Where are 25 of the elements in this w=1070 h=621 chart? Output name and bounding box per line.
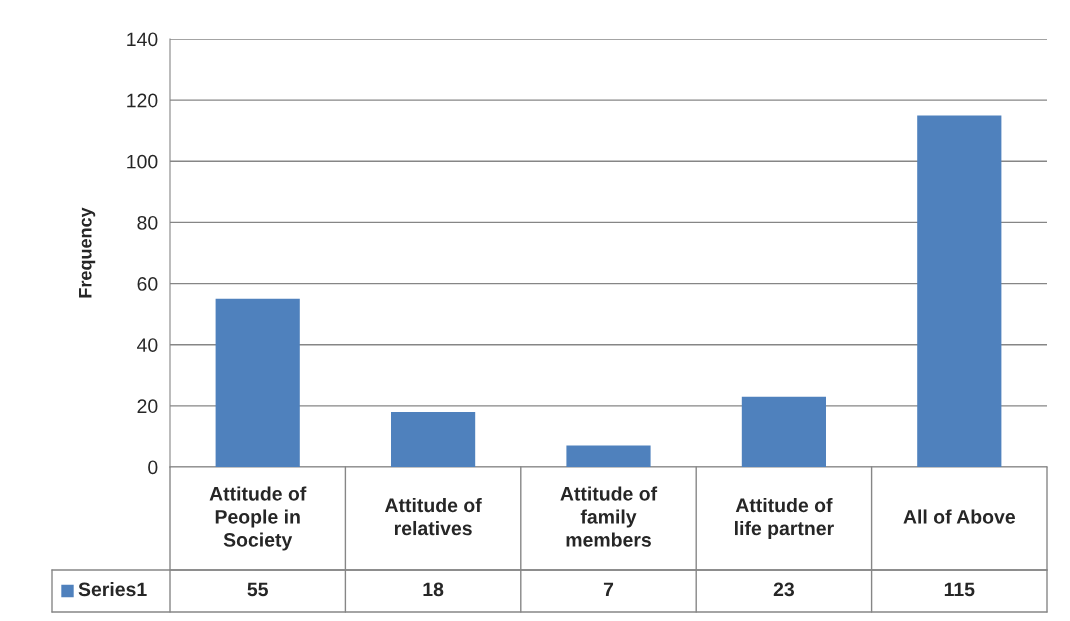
x-tick-label: All of Above (903, 509, 1015, 524)
y-tick-label: 0 (148, 460, 158, 475)
data-label: 18 (423, 582, 444, 597)
data-label: 23 (773, 582, 795, 597)
data-label: 115 (944, 582, 975, 597)
y-tick-label: 80 (137, 215, 158, 230)
x-tick-label: Attitude of relatives (384, 497, 482, 536)
x-tick-label: Attitude of life partner (735, 497, 834, 540)
bar (566, 445, 651, 467)
y-tick-label: 40 (137, 338, 158, 352)
bar (741, 396, 826, 467)
bar (391, 411, 476, 467)
x-tick-label: Attitude of family members (560, 486, 658, 547)
data-label: 55 (247, 582, 268, 597)
y-tick-label: 100 (127, 154, 158, 169)
y-tick-label: 60 (137, 277, 158, 291)
bar (917, 115, 1002, 467)
y-tick-label: 140 (127, 32, 158, 47)
y-tick-label: 20 (137, 399, 158, 414)
y-tick-label: 120 (127, 93, 158, 108)
data-label: 7 (603, 582, 614, 597)
bar (215, 298, 300, 467)
y-axis-title: Frequency (79, 207, 96, 298)
x-tick-label: Attitude of People in Society (209, 486, 307, 551)
legend-label: Series1 (78, 581, 147, 597)
